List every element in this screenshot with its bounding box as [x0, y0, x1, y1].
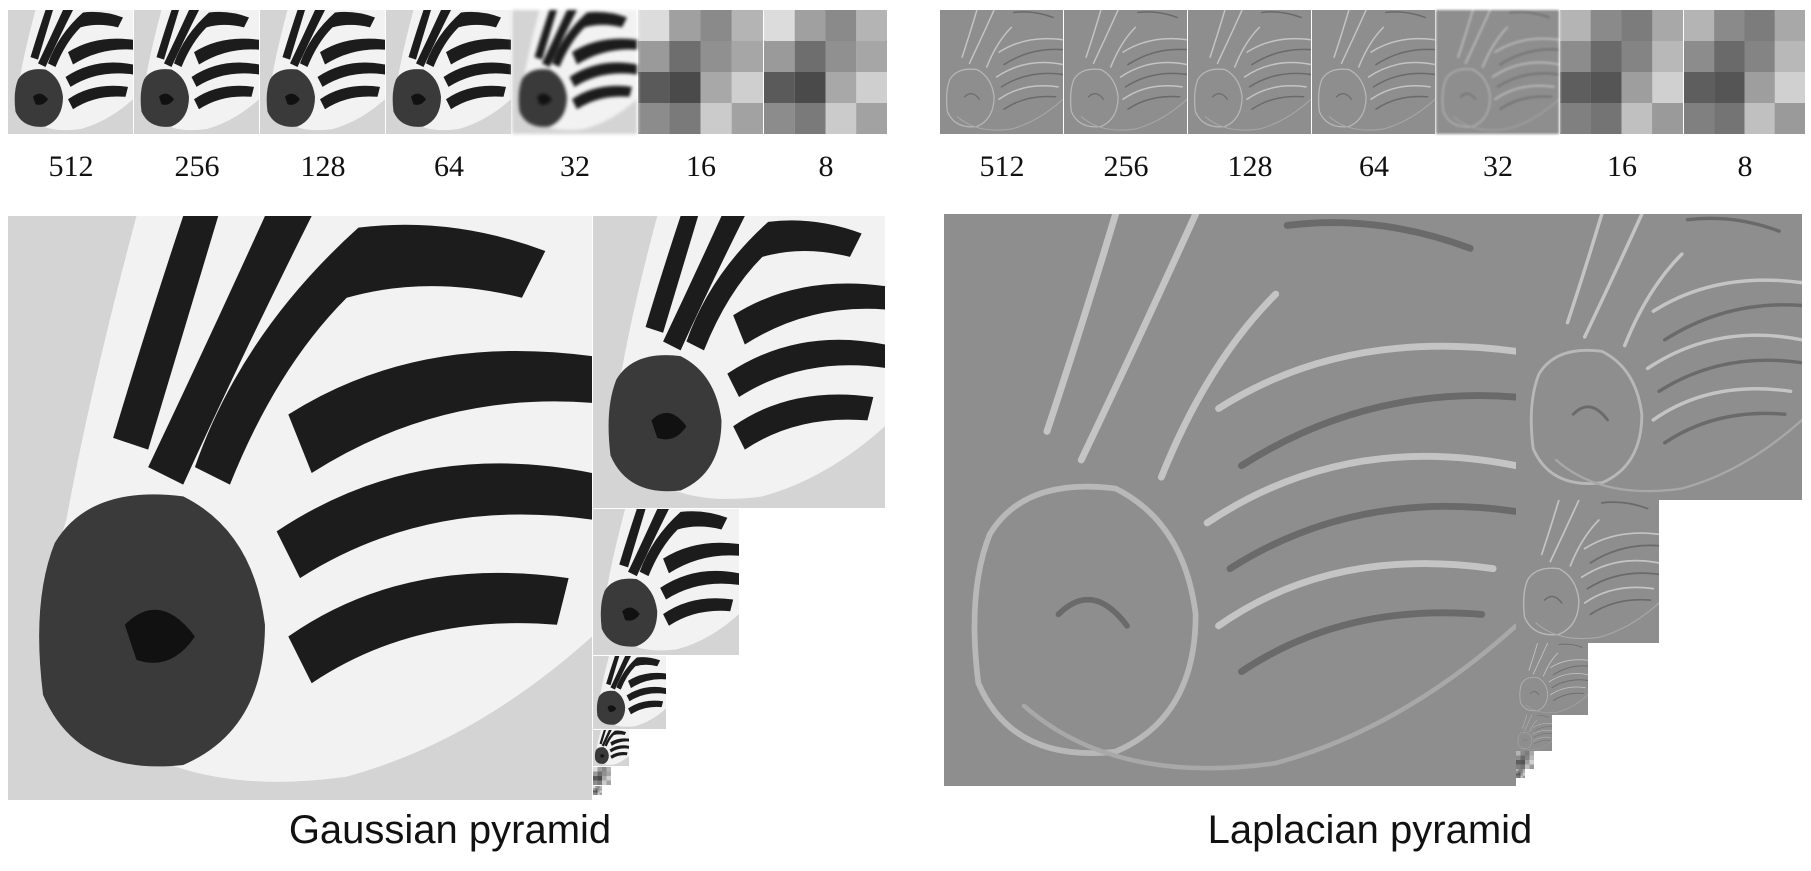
gaussian-thumb-16 [638, 10, 764, 134]
gaussian-level-64 [593, 656, 666, 729]
gaussian-level-8 [593, 786, 602, 795]
laplacian-thumb-16 [1560, 10, 1684, 134]
laplacian-level-512 [944, 214, 1516, 786]
laplacian-pyramid-panel: 512 256 128 64 32 16 8 Laplacian pyramid [930, 0, 1811, 871]
gaussian-level-512 [8, 216, 592, 800]
laplacian-size-label: 512 [979, 150, 1025, 183]
laplacian-size-label: 128 [1227, 150, 1273, 183]
gaussian-level-16 [593, 767, 611, 785]
gaussian-size-label: 128 [300, 150, 346, 183]
gaussian-thumb-8 [764, 10, 888, 134]
gaussian-thumb-32 [512, 10, 638, 134]
laplacian-size-label: 256 [1103, 150, 1149, 183]
laplacian-size-labels: 512 256 128 64 32 16 8 [940, 150, 1806, 190]
gaussian-thumb-128 [260, 10, 386, 134]
gaussian-thumb-256 [134, 10, 260, 134]
laplacian-level-32 [1516, 715, 1552, 751]
gaussian-level-stack [8, 216, 888, 800]
gaussian-size-label: 8 [818, 150, 834, 183]
gaussian-size-labels: 512 256 128 64 32 16 8 [8, 150, 888, 190]
laplacian-thumb-8 [1684, 10, 1806, 134]
gaussian-level-128 [593, 509, 739, 655]
laplacian-thumb-64 [1312, 10, 1436, 134]
gaussian-pyramid-panel: 512 256 128 64 32 16 8 Gaussian pyramid [0, 0, 900, 871]
gaussian-thumb-64 [386, 10, 512, 134]
laplacian-pyramid-caption: Laplacian pyramid [1207, 808, 1533, 852]
laplacian-thumb-512 [940, 10, 1064, 134]
laplacian-size-label: 16 [1607, 150, 1637, 183]
laplacian-level-8 [1516, 769, 1525, 778]
gaussian-thumb-512 [8, 10, 134, 134]
gaussian-size-label: 512 [48, 150, 94, 183]
laplacian-size-label: 8 [1737, 150, 1753, 183]
laplacian-thumb-32 [1436, 10, 1560, 134]
gaussian-thumbnail-row [8, 10, 888, 134]
laplacian-level-64 [1516, 643, 1588, 715]
laplacian-thumb-256 [1064, 10, 1188, 134]
laplacian-size-label: 32 [1483, 150, 1513, 183]
laplacian-size-label: 64 [1359, 150, 1389, 183]
gaussian-pyramid-caption: Gaussian pyramid [288, 808, 612, 852]
laplacian-thumb-128 [1188, 10, 1312, 134]
gaussian-size-label: 256 [174, 150, 220, 183]
laplacian-thumbnail-row [940, 10, 1806, 134]
gaussian-size-label: 16 [686, 150, 716, 183]
gaussian-level-32 [593, 730, 629, 766]
gaussian-size-label: 64 [434, 150, 464, 183]
gaussian-size-label: 32 [560, 150, 590, 183]
gaussian-level-256 [593, 216, 885, 508]
laplacian-level-256 [1516, 214, 1802, 500]
laplacian-level-16 [1516, 751, 1534, 769]
laplacian-level-stack [944, 214, 1806, 786]
laplacian-level-128 [1516, 500, 1659, 643]
